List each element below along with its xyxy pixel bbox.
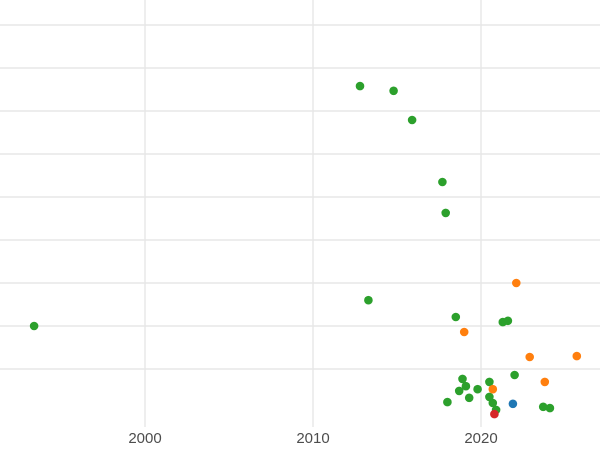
x-tick-label: 2000	[128, 430, 161, 447]
data-point-green	[29, 321, 39, 331]
data-point-green	[438, 177, 447, 187]
data-point-green	[441, 208, 451, 218]
data-point-green	[510, 370, 519, 380]
data-point-red	[490, 409, 499, 419]
data-point-orange	[488, 384, 498, 394]
data-point-green	[364, 295, 373, 305]
data-point-orange	[459, 327, 469, 337]
data-point-blue	[508, 399, 518, 409]
data-point-green	[545, 403, 555, 413]
data-point-orange	[525, 352, 534, 362]
x-tick-label: 2020	[464, 430, 497, 447]
data-point-green	[355, 81, 365, 91]
data-point-green	[407, 115, 417, 125]
x-tick-label: 2010	[296, 430, 329, 447]
data-point-green	[503, 316, 513, 326]
data-point-green	[458, 374, 467, 384]
data-point-orange	[540, 377, 550, 387]
data-point-orange	[572, 351, 582, 361]
data-point-green	[443, 397, 452, 407]
data-point-orange	[512, 278, 521, 288]
data-point-green	[538, 402, 548, 412]
data-point-green	[389, 86, 398, 96]
data-point-green	[473, 384, 482, 394]
data-point-green	[488, 398, 498, 408]
data-point-green	[485, 377, 494, 387]
data-point-green	[451, 312, 461, 322]
data-point-green	[464, 393, 474, 403]
data-point-green	[461, 381, 471, 391]
data-point-green	[454, 386, 464, 396]
